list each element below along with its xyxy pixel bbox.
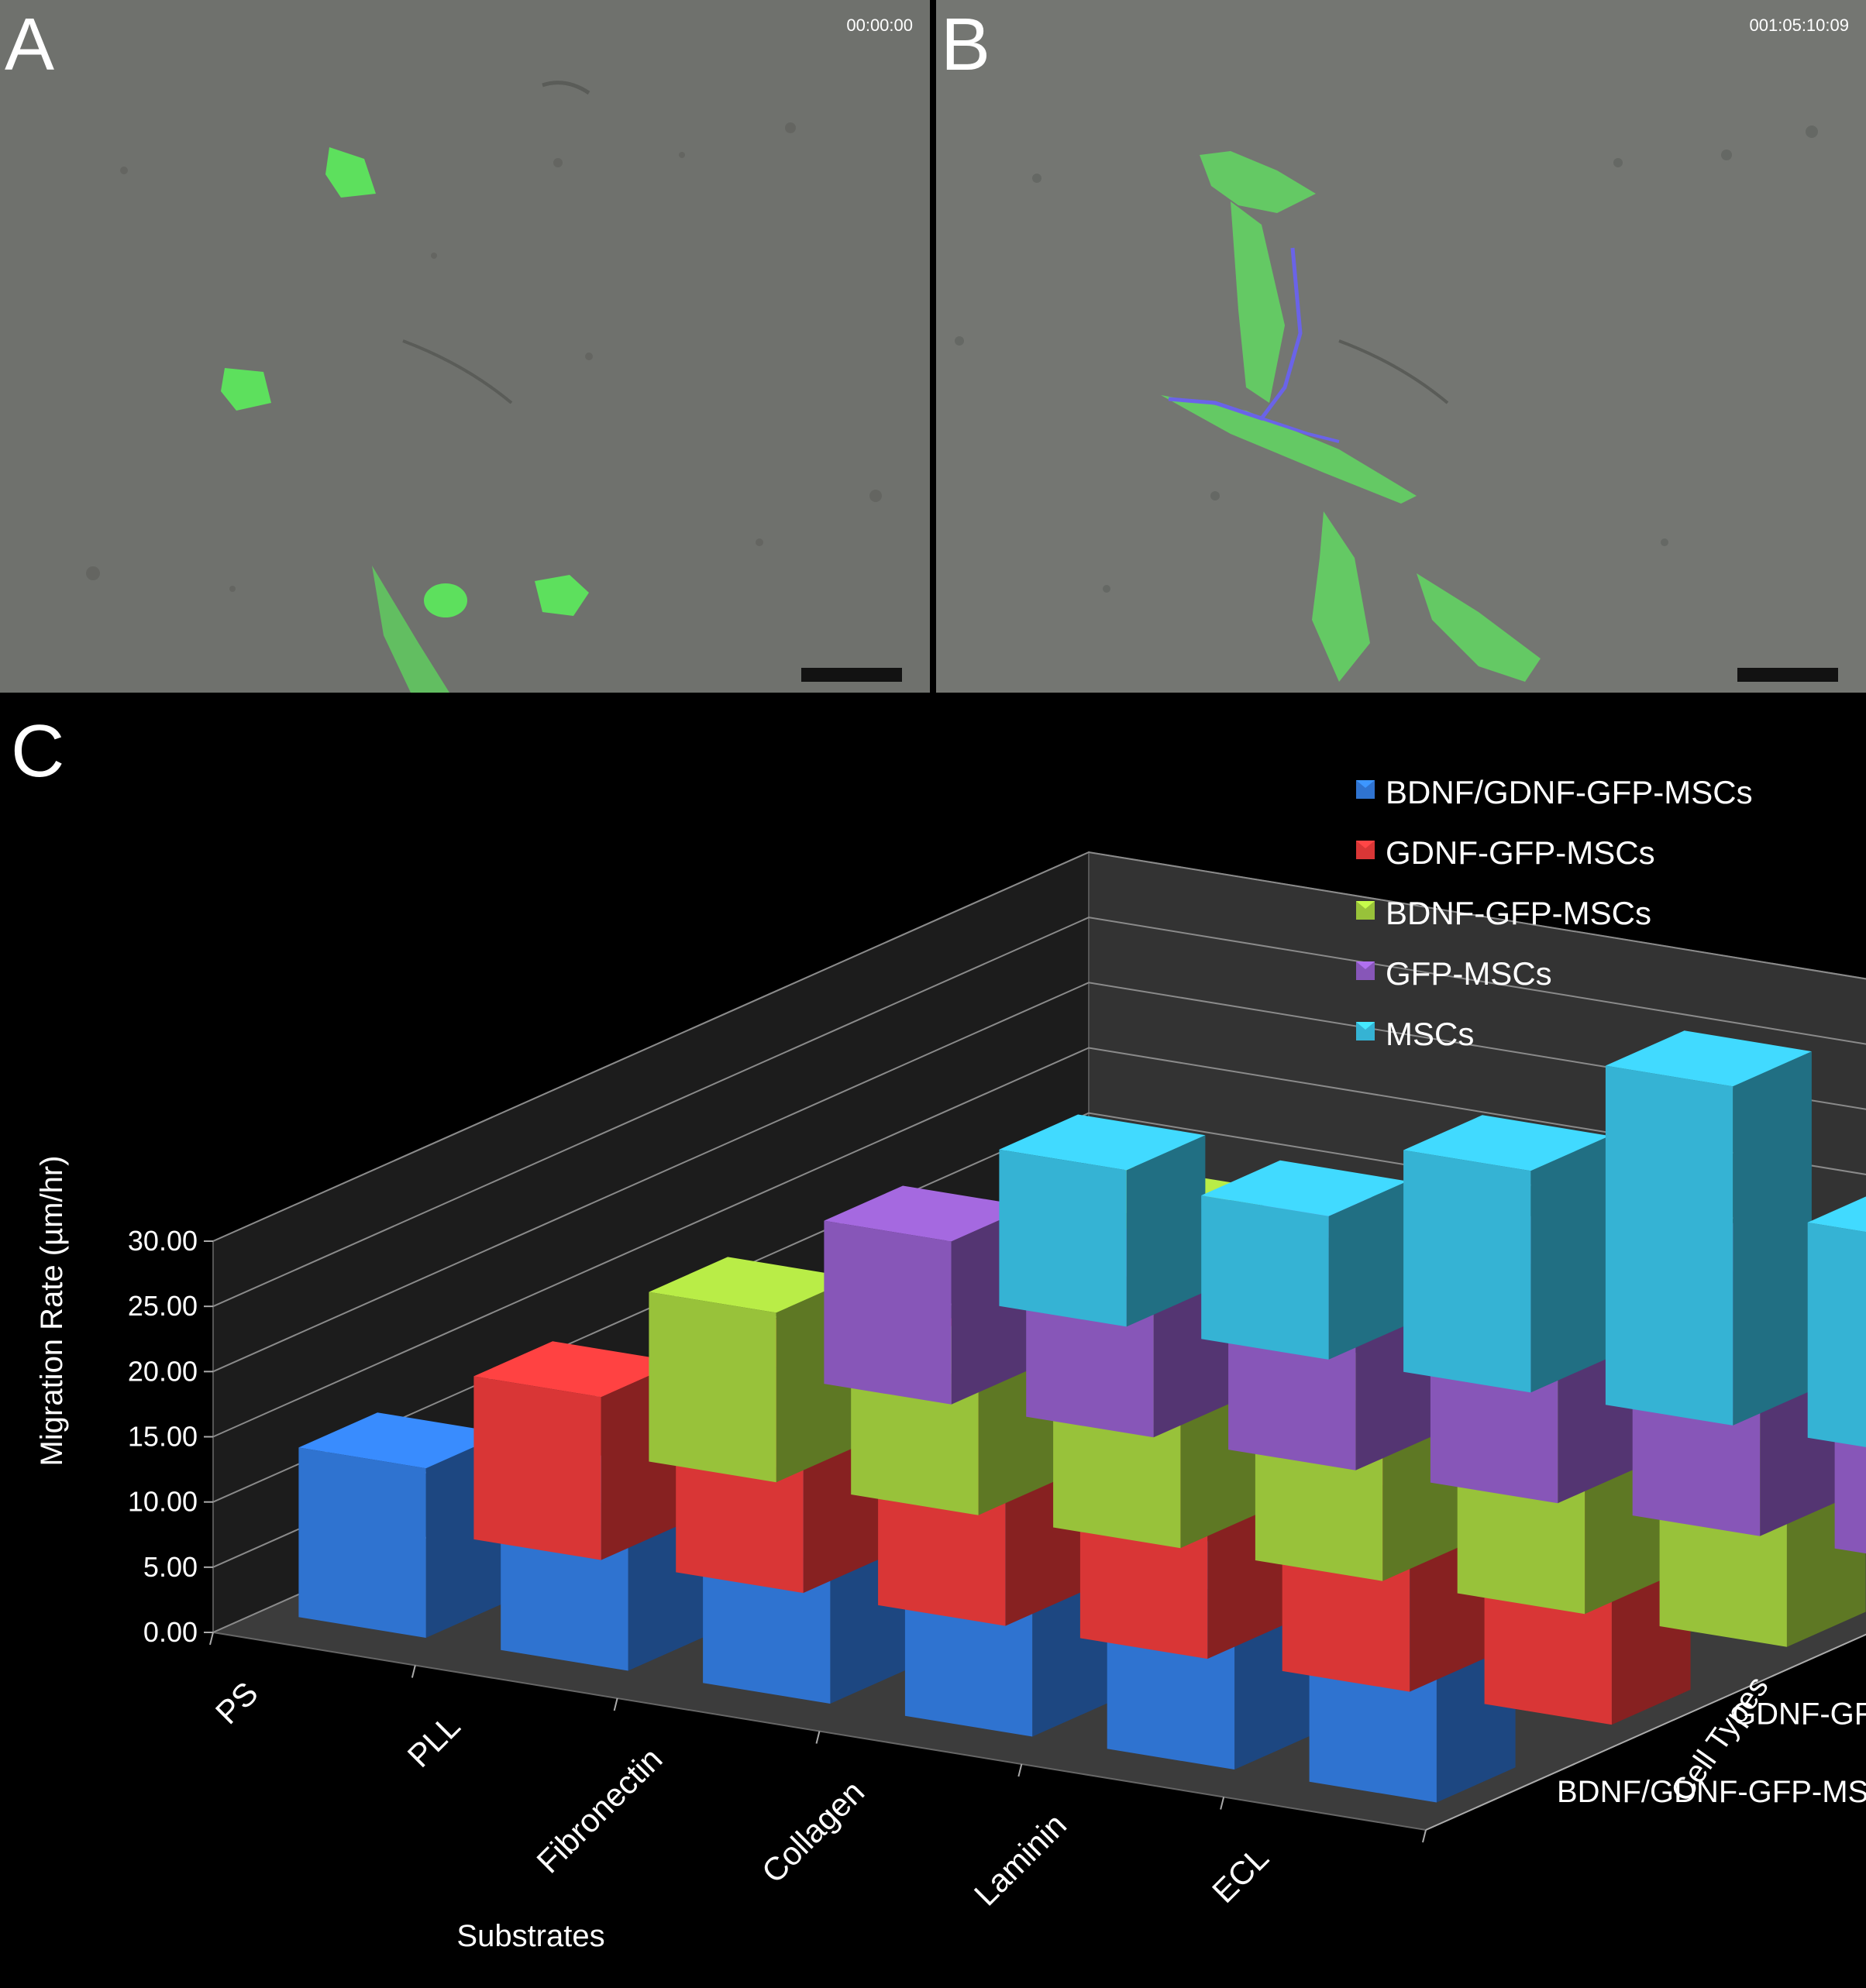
z-tick-label: BDNF/GDNF-GFP-MSCs <box>1557 1775 1866 1809</box>
y-tick-label: 25.00 <box>128 1290 198 1322</box>
bar-mscs-pll <box>1201 1160 1408 1360</box>
x-tick-label: Collagen <box>755 1773 871 1890</box>
x-tick-mark <box>815 1731 821 1744</box>
bar-mscs-laminin <box>1807 1196 1866 1447</box>
microscopy-image-a <box>0 0 930 693</box>
y-tick-label: 15.00 <box>128 1421 198 1453</box>
legend-item: GDNF-GFP-MSCs <box>1356 834 1655 871</box>
gridline <box>212 917 1866 1308</box>
panel-b-label: B <box>941 3 991 86</box>
x-tick-mark <box>209 1632 214 1646</box>
x-tick-mark <box>1017 1763 1023 1777</box>
legend-label: BDNF-GFP-MSCs <box>1386 895 1651 931</box>
bar-mscs-ps <box>999 1114 1206 1327</box>
chart-panel-c: 0.00 5.00 10.00 15.00 20.00 25.00 30.00 PS PLL F… <box>0 699 1866 1988</box>
y-axis-title: Migration Rate (µm/hr) <box>35 1156 69 1467</box>
legend-item: BDNF/GDNF-GFP-MSCs <box>1356 774 1753 810</box>
y-tick-label: 5.00 <box>143 1551 198 1583</box>
y-tick-label: 20.00 <box>128 1355 198 1387</box>
legend-label: GFP-MSCs <box>1386 955 1552 992</box>
y-tick-label: 0.00 <box>143 1616 198 1648</box>
microscopy-image-b <box>936 0 1866 693</box>
x-tick-mark <box>613 1697 618 1711</box>
gridline <box>212 982 1866 1373</box>
x-tick-mark <box>1220 1797 1225 1810</box>
migration-rate-chart: 0.00 5.00 10.00 15.00 20.00 25.00 30.00 PS PLL F… <box>35 774 1866 1953</box>
microscopy-panel-a: A 00:00:00 <box>0 0 930 693</box>
x-axis-title: Substrates <box>456 1919 604 1953</box>
legend-item: GFP-MSCs <box>1356 955 1552 992</box>
legend-label: BDNF/GDNF-GFP-MSCs <box>1386 774 1753 810</box>
panel-a-timestamp: 00:00:00 <box>846 15 913 35</box>
x-tick-label: PLL <box>401 1708 467 1774</box>
panel-a-scale-bar <box>801 668 902 682</box>
x-tick-mark <box>1422 1829 1427 1843</box>
x-tick-label: PS <box>208 1674 265 1731</box>
legend-item: BDNF-GFP-MSCs <box>1356 895 1651 931</box>
legend-item: MSCs <box>1356 1016 1474 1052</box>
x-tick-label: Fibronectin <box>529 1740 669 1880</box>
x-tick-label: Laminin <box>967 1806 1073 1912</box>
panel-a-label: A <box>5 3 55 86</box>
x-tick-mark <box>411 1665 416 1678</box>
gridline <box>212 851 1866 1242</box>
bar-gdnf-gfp-mscs-ps <box>473 1341 680 1560</box>
legend-label: GDNF-GFP-MSCs <box>1386 834 1655 871</box>
z-axis-line <box>1425 1633 1866 1831</box>
microscopy-panel-b: B 001:05:10:09 <box>936 0 1866 693</box>
y-tick-label: 30.00 <box>128 1225 198 1257</box>
y-tick-label: 10.00 <box>128 1486 198 1518</box>
panel-b-timestamp: 001:05:10:09 <box>1749 15 1849 35</box>
gridline <box>212 1047 1866 1438</box>
panel-b-scale-bar <box>1737 668 1838 682</box>
bar-bdnf-gdnf-gfp-mscs-ps <box>298 1412 505 1638</box>
z-tick-label: GDNF-GFP-MSCs <box>1732 1697 1866 1731</box>
bar-mscs-collagen <box>1605 1030 1812 1426</box>
bar-mscs-fibronectin <box>1403 1115 1610 1393</box>
x-tick-label: ECL <box>1205 1839 1276 1910</box>
panel-c-label: C <box>11 710 65 793</box>
legend-label: MSCs <box>1386 1016 1474 1052</box>
